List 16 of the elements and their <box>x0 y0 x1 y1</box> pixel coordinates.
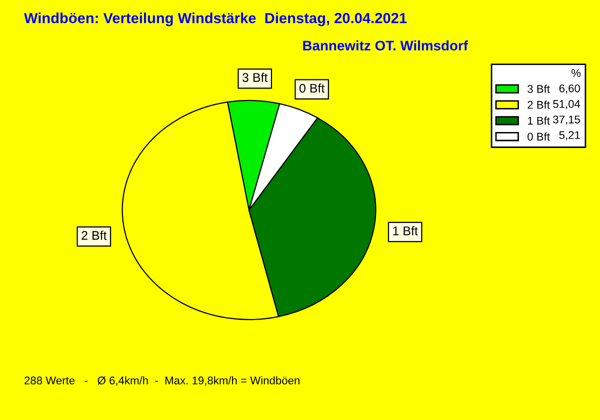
legend-label: 1 Bft <box>528 116 550 125</box>
data-label: 6,60 <box>559 84 580 94</box>
text: 288 Werte - Ø 6,4km/h - Max. 19,8km/h = Windböen <box>24 376 300 386</box>
data-label: 5,21 <box>559 131 580 140</box>
legend-label: 2 Bft <box>528 100 550 109</box>
data-label: 37,15 <box>553 116 580 125</box>
slice-label: 3 Bft <box>242 72 268 82</box>
chart-subtitle: Bannewitz OT. Wilmsdorf <box>303 40 468 51</box>
legend-label: 0 Bft <box>528 132 550 141</box>
legend-label: 3 Bft <box>528 84 550 93</box>
chart-title: Windböen: Verteilung Windstärke Dienstag, 20.04.2021 <box>24 12 407 26</box>
data-label: 51,04 <box>553 100 580 110</box>
slice-label: 1 Bft <box>393 226 418 236</box>
slice-label: 2 Bft <box>82 230 107 240</box>
legend-title: % <box>572 69 581 77</box>
slice-label: 0 Bft <box>299 84 325 93</box>
